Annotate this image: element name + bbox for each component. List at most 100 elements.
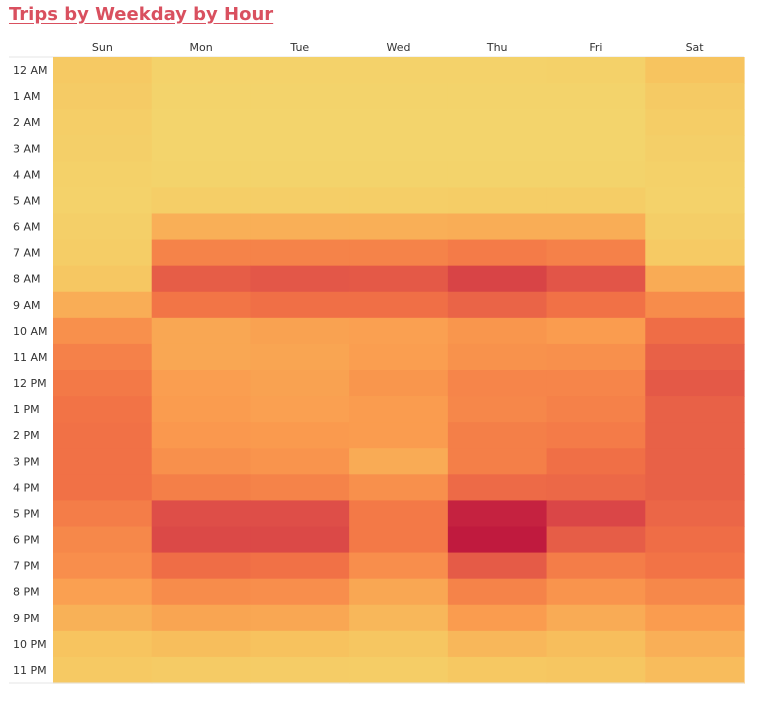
heatmap-cell (250, 239, 350, 267)
heatmap-cell (53, 343, 153, 371)
heatmap-cell (349, 213, 449, 241)
row-label: 12 PM (13, 377, 47, 390)
heatmap-cell (250, 370, 350, 397)
heatmap-cell (250, 265, 350, 293)
heatmap-cell (447, 422, 548, 449)
heatmap-cell (349, 265, 449, 293)
heatmap-cell (645, 604, 745, 632)
heatmap-cell (447, 239, 548, 267)
heatmap-cell (349, 500, 449, 528)
heatmap-cell (53, 83, 153, 110)
row-label: 4 PM (13, 481, 40, 494)
heatmap-cell (447, 265, 548, 293)
heatmap-cell (546, 656, 646, 684)
heatmap-cell (645, 83, 745, 110)
heatmap-cell (151, 213, 252, 241)
heatmap-cell (151, 370, 252, 397)
heatmap-cell (53, 317, 153, 345)
row-label: 11 PM (13, 664, 47, 677)
heatmap-cell (645, 448, 745, 475)
heatmap-cell (546, 422, 646, 449)
heatmap-cell (546, 83, 646, 110)
heatmap-cell (546, 291, 646, 319)
column-label: Sat (686, 41, 705, 54)
column-label: Fri (589, 41, 602, 54)
heatmap-cell (645, 370, 745, 397)
heatmap-cell (151, 578, 252, 606)
heatmap-cell (546, 630, 646, 658)
heatmap-cell (645, 396, 745, 423)
heatmap-cell (349, 83, 449, 110)
heatmap-cell (546, 135, 646, 162)
row-label: 6 AM (13, 221, 41, 234)
heatmap-cell (349, 343, 449, 371)
heatmap-cell (250, 448, 350, 475)
heatmap-cell (546, 552, 646, 580)
heatmap-cell (447, 187, 548, 215)
heatmap-cell (645, 291, 745, 319)
heatmap-cell (546, 526, 646, 554)
heatmap-cell (250, 526, 350, 554)
column-label: Tue (289, 41, 309, 54)
heatmap-cell (151, 83, 252, 110)
heatmap-cell (447, 370, 548, 397)
row-label: 2 AM (13, 116, 41, 129)
heatmap-cell (250, 83, 350, 110)
heatmap-cell (349, 57, 449, 84)
heatmap-cell (447, 109, 548, 136)
heatmap-cell (349, 422, 449, 449)
heatmap-cell (53, 630, 153, 658)
heatmap-cell (53, 161, 153, 189)
heatmap-cell (151, 500, 252, 528)
chart-title: Trips by Weekday by Hour (9, 4, 274, 25)
row-label: 8 AM (13, 273, 41, 286)
heatmap-cell (250, 422, 350, 449)
heatmap-cell (349, 239, 449, 267)
column-label: Thu (486, 41, 508, 54)
heatmap-cell (151, 109, 252, 136)
heatmap-cell (53, 474, 153, 502)
row-label: 8 PM (13, 586, 40, 599)
heatmap-cell (546, 317, 646, 345)
heatmap-cell (53, 604, 153, 632)
heatmap-cell (250, 578, 350, 606)
heatmap-cell (151, 291, 252, 319)
heatmap-cell (349, 161, 449, 189)
heatmap-cell (447, 630, 548, 658)
heatmap-cell (250, 161, 350, 189)
heatmap-cell (546, 578, 646, 606)
row-label: 5 PM (13, 508, 40, 521)
heatmap-cell (447, 213, 548, 241)
row-label: 11 AM (13, 351, 48, 364)
heatmap-cell (645, 656, 745, 684)
heatmap-cell (53, 57, 153, 84)
heatmap-cell (53, 239, 153, 267)
row-labels: 12 AM 1 AM 2 AM 3 AM 4 AM 5 AM 6 AM 7 AM 8 AM 9 A… (13, 64, 48, 677)
heatmap-cell (349, 187, 449, 215)
heatmap-cell (151, 526, 252, 554)
heatmap-cell (349, 109, 449, 136)
heatmap-cell (447, 396, 548, 423)
heatmap-cell (546, 109, 646, 136)
heatmap-cell (645, 265, 745, 293)
column-label: Wed (387, 41, 411, 54)
heatmap-cell (53, 448, 153, 475)
heatmap-cell (447, 500, 548, 528)
row-label: 9 PM (13, 612, 40, 625)
heatmap-cell (151, 422, 252, 449)
heatmap-cell (151, 135, 252, 162)
heatmap-cell (53, 187, 153, 215)
heatmap-cell (151, 239, 252, 267)
row-label: 7 AM (13, 247, 41, 260)
heatmap-cell (447, 448, 548, 475)
heatmap-cell (53, 526, 153, 554)
heatmap-cell (53, 213, 153, 241)
heatmap-cell (447, 57, 548, 84)
heatmap-cell (546, 187, 646, 215)
column-labels: Sun Mon Tue Wed Thu Fri Sat (92, 41, 704, 54)
row-label: 3 AM (13, 142, 41, 155)
heatmap-cell (645, 135, 745, 162)
heatmap-cell (546, 500, 646, 528)
heatmap-cell (53, 396, 153, 423)
